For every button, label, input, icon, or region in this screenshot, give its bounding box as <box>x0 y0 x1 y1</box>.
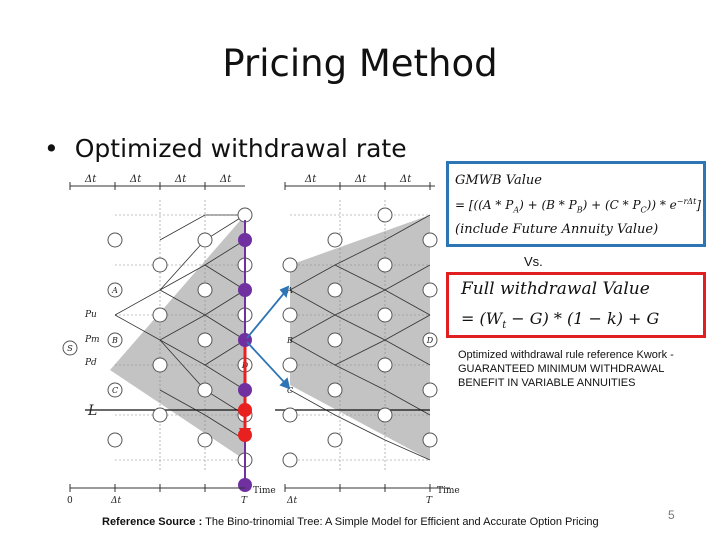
equation-part: = (W <box>461 309 503 328</box>
dt-label: Δt <box>84 174 97 185</box>
full-withdrawal-equation: = (Wt − G) * (1 − k) + G <box>461 309 659 331</box>
gmwb-formula-box: GMWB Value = [((A * PA) + (B * PB) + (C … <box>446 161 706 247</box>
dt-label: Δt <box>399 174 412 185</box>
node-label-d: D <box>426 336 434 345</box>
dt-label: Δt <box>110 496 121 506</box>
page-number: 5 <box>668 508 675 522</box>
equation-part: − G) * (1 − k) + G <box>506 309 660 328</box>
gmwb-note: (include Future Annuity Value) <box>455 222 659 237</box>
right-tree-shade <box>290 215 430 460</box>
full-withdrawal-box: Full withdrawal Value = (Wt − G) * (1 − … <box>446 272 706 338</box>
red-dots <box>238 403 252 442</box>
node-label-b: B <box>286 336 293 345</box>
t-label: T <box>426 496 433 506</box>
dt-label: Δt <box>219 174 232 185</box>
bullet-dot-icon: • <box>44 134 59 163</box>
full-withdrawal-title: Full withdrawal Value <box>461 279 650 299</box>
dt-label: Δt <box>286 496 297 506</box>
pm-label: Pm <box>84 335 100 345</box>
t-label: T <box>241 496 248 506</box>
time-label: Time <box>437 486 460 496</box>
dt-label: Δt <box>304 174 317 185</box>
vs-label: Vs. <box>524 254 543 269</box>
dt-label: Δt <box>354 174 367 185</box>
gmwb-title: GMWB Value <box>455 173 542 188</box>
bullet-item: • Optimized withdrawal rate <box>44 134 407 163</box>
bottom-axis-right <box>284 484 450 492</box>
gmwb-equation: = [((A * PA) + (B * PB) + (C * PC)) * e−… <box>455 197 701 215</box>
time-label: Time <box>253 486 276 496</box>
left-lattice <box>85 214 246 441</box>
node-label-s: S <box>67 344 73 353</box>
node-label-a: A <box>286 286 293 295</box>
blue-arrows <box>246 285 291 390</box>
equation-sub: t <box>502 320 507 332</box>
reference-text: The Bino-trinomial Tree: A Simple Model … <box>202 516 599 528</box>
dt-label: Δt <box>129 174 142 185</box>
pd-label: Pd <box>84 358 97 368</box>
right-tree-nodes <box>282 207 438 468</box>
right-lattice <box>275 214 431 461</box>
node-label-c: C <box>287 386 293 395</box>
top-axis-left <box>69 182 245 190</box>
l-label: L <box>87 403 97 419</box>
node-label-a: A <box>111 286 118 295</box>
left-tree-shade <box>110 215 245 460</box>
left-tree-nodes <box>62 207 253 468</box>
bullet-text: Optimized withdrawal rate <box>74 134 407 163</box>
reference-source: Reference Source : The Bino-trinomial Tr… <box>102 516 599 528</box>
slide-title: Pricing Method <box>222 42 498 85</box>
reference-note: Optimized withdrawal rule reference Kwor… <box>458 349 674 389</box>
node-label-c: C <box>112 386 118 395</box>
node-label-b: B <box>111 336 118 345</box>
reference-label: Reference Source : <box>102 516 203 528</box>
bottom-axis-left <box>69 484 245 492</box>
top-axis-right <box>284 182 435 190</box>
tree-diagram: Δt Δt Δt Δt Δt Δt Δt <box>62 174 460 506</box>
zero-label: 0 <box>67 496 73 506</box>
dt-label: Δt <box>174 174 187 185</box>
pu-label: Pu <box>84 310 97 320</box>
